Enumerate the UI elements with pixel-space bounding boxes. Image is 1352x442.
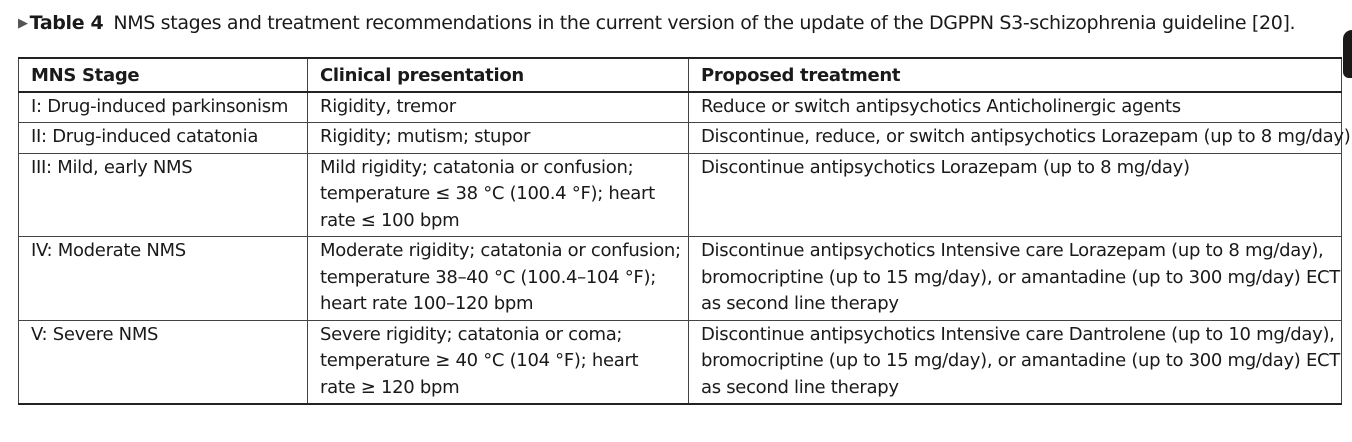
page-edge-tab — [1343, 30, 1352, 78]
cell-line: Severe rigidity; catatonia or coma; — [320, 323, 623, 345]
nms-table: MNS Stage Clinical presentation Proposed… — [18, 57, 1351, 405]
cell-presentation: Severe rigidity; catatonia or coma; temp… — [307, 320, 689, 405]
cell-line: V: Severe NMS — [31, 323, 159, 345]
cell-presentation: Rigidity; mutism; stupor — [307, 122, 689, 154]
table-row: III: Mild, early NMS Mild rigidity; cata… — [18, 153, 1342, 237]
cell-treatment: Discontinue antipsychotics Intensive car… — [688, 320, 1342, 405]
cell-line: Moderate rigidity; catatonia or confusio… — [320, 240, 681, 261]
table-label: Table 4 — [29, 12, 104, 34]
cell-line: temperature ≥ 40 °C (104 °F); heart — [320, 350, 639, 371]
cell-line: II: Drug-induced catatonia — [31, 126, 259, 147]
cell-stage: II: Drug-induced catatonia — [18, 122, 308, 154]
cell-line: as second line therapy — [701, 376, 899, 398]
cell-line: Discontinue antipsychotics Lorazepam (up… — [701, 156, 1190, 178]
cell-presentation: Mild rigidity; catatonia or confusion; t… — [307, 153, 689, 237]
table-row: I: Drug-induced parkinsonism Rigidity, t… — [18, 91, 1342, 123]
header-stage: MNS Stage — [18, 57, 308, 93]
table-caption: ▶ Table 4 NMS stages and treatment recomme… — [18, 10, 1296, 39]
cell-line: Discontinue antipsychotics Intensive car… — [701, 240, 1324, 261]
cell-line: temperature ≤ 38 °C (100.4 °F); heart — [320, 183, 655, 204]
cell-presentation: Rigidity, tremor — [307, 91, 689, 123]
cell-stage: V: Severe NMS — [18, 320, 308, 405]
cell-line: IV: Moderate NMS — [31, 240, 186, 261]
cell-line: Discontinue antipsychotics Intensive car… — [701, 323, 1335, 345]
cell-treatment: Discontinue antipsychotics Lorazepam (up… — [688, 153, 1342, 237]
table-header-row: MNS Stage Clinical presentation Proposed… — [18, 57, 1342, 93]
cell-line: III: Mild, early NMS — [31, 156, 193, 178]
caption-text: NMS stages and treatment recommendations… — [113, 12, 1296, 34]
cell-line: rate ≥ 120 bpm — [320, 376, 460, 398]
cell-line: as second line therapy — [701, 293, 899, 314]
cell-line: heart rate 100–120 bpm — [320, 293, 534, 314]
cell-stage: I: Drug-induced parkinsonism — [18, 91, 308, 123]
cell-line: bromocriptine (up to 15 mg/day), or aman… — [701, 350, 1340, 371]
header-presentation: Clinical presentation — [307, 57, 689, 93]
cell-treatment: Reduce or switch antipsychotics Antichol… — [688, 91, 1342, 123]
cell-line: Mild rigidity; catatonia or confusion; — [320, 156, 634, 178]
cell-treatment: Discontinue, reduce, or switch antipsych… — [688, 122, 1351, 154]
caption-arrow-icon: ▶ — [18, 16, 28, 31]
cell-line: bromocriptine (up to 15 mg/day), or aman… — [701, 266, 1340, 288]
cell-stage: IV: Moderate NMS — [18, 236, 308, 321]
cell-line: Rigidity, tremor — [320, 95, 456, 117]
cell-line: Reduce or switch antipsychotics Antichol… — [701, 95, 1181, 117]
cell-stage: III: Mild, early NMS — [18, 153, 308, 237]
cell-treatment: Discontinue antipsychotics Intensive car… — [688, 236, 1342, 321]
cell-line: Rigidity; mutism; stupor — [320, 126, 531, 147]
header-treatment: Proposed treatment — [688, 57, 1342, 93]
table-row: II: Drug-induced catatonia Rigidity; mut… — [18, 122, 1351, 154]
table-row: V: Severe NMS Severe rigidity; catatonia… — [18, 320, 1342, 405]
cell-presentation: Moderate rigidity; catatonia or confusio… — [307, 236, 689, 321]
cell-line: I: Drug-induced parkinsonism — [31, 95, 289, 117]
table-row: IV: Moderate NMS Moderate rigidity; cata… — [18, 236, 1342, 321]
cell-line: temperature 38–40 °C (100.4–104 °F); — [320, 266, 656, 288]
cell-line: Discontinue, reduce, or switch antipsych… — [701, 126, 1351, 147]
cell-line: rate ≤ 100 bpm — [320, 209, 460, 231]
